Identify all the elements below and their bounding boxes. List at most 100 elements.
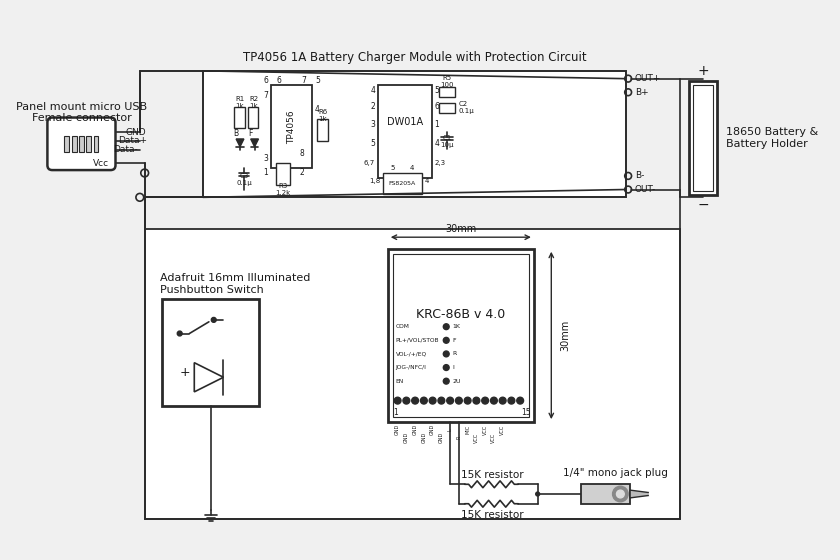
Bar bbox=[65, 136, 69, 152]
Bar bbox=[393, 254, 529, 417]
Circle shape bbox=[429, 397, 436, 404]
Text: 1K: 1K bbox=[452, 324, 460, 329]
Text: VCC: VCC bbox=[474, 432, 479, 442]
Circle shape bbox=[444, 324, 449, 330]
Bar bbox=[79, 136, 84, 152]
Text: 5: 5 bbox=[434, 86, 439, 95]
Text: +: + bbox=[697, 64, 709, 78]
Bar bbox=[378, 86, 432, 178]
Bar bbox=[203, 71, 626, 197]
Bar bbox=[388, 249, 533, 422]
Text: Data-: Data- bbox=[113, 145, 139, 154]
Text: GND: GND bbox=[422, 432, 427, 443]
Text: R5
100: R5 100 bbox=[440, 75, 454, 88]
Polygon shape bbox=[194, 363, 223, 392]
Text: 4: 4 bbox=[410, 165, 414, 171]
Text: R6
1k: R6 1k bbox=[318, 109, 328, 122]
Bar bbox=[317, 119, 328, 141]
Text: 6: 6 bbox=[434, 102, 439, 111]
Bar bbox=[271, 86, 312, 168]
Circle shape bbox=[212, 318, 216, 323]
Circle shape bbox=[394, 397, 401, 404]
Circle shape bbox=[508, 397, 515, 404]
Text: VCC: VCC bbox=[500, 424, 505, 435]
Text: 3: 3 bbox=[264, 154, 268, 163]
Text: 18650 Battery &
Battery Holder: 18650 Battery & Battery Holder bbox=[727, 127, 819, 149]
Text: 8: 8 bbox=[300, 149, 305, 158]
Circle shape bbox=[612, 486, 628, 502]
Circle shape bbox=[617, 490, 624, 498]
Text: 6: 6 bbox=[276, 76, 281, 85]
Text: 2: 2 bbox=[299, 169, 304, 178]
Text: F: F bbox=[249, 129, 253, 138]
Circle shape bbox=[455, 397, 462, 404]
Text: R: R bbox=[456, 436, 461, 439]
Text: 2,3: 2,3 bbox=[434, 160, 446, 166]
Bar bbox=[144, 230, 680, 519]
Bar bbox=[276, 164, 290, 185]
Bar bbox=[693, 86, 713, 190]
Text: DW01A: DW01A bbox=[387, 117, 423, 127]
Text: Pushbutton Switch: Pushbutton Switch bbox=[160, 284, 264, 295]
Text: R2
1k: R2 1k bbox=[249, 96, 258, 109]
Text: GND: GND bbox=[395, 424, 400, 436]
Circle shape bbox=[649, 489, 659, 499]
Circle shape bbox=[444, 351, 449, 357]
Text: OUT-: OUT- bbox=[635, 185, 656, 194]
Text: GND: GND bbox=[125, 128, 146, 137]
Text: −: − bbox=[697, 198, 709, 212]
Text: 5: 5 bbox=[391, 165, 395, 171]
Text: Vcc: Vcc bbox=[93, 159, 109, 168]
Text: 1: 1 bbox=[264, 169, 268, 178]
Bar bbox=[162, 300, 260, 407]
Circle shape bbox=[482, 397, 489, 404]
Polygon shape bbox=[236, 139, 244, 147]
Text: 1/4" mono jack plug: 1/4" mono jack plug bbox=[563, 468, 668, 478]
Bar bbox=[234, 107, 245, 128]
Text: 1: 1 bbox=[393, 408, 398, 417]
Text: B-: B- bbox=[635, 171, 644, 180]
Circle shape bbox=[412, 397, 418, 404]
Text: Data+: Data+ bbox=[118, 137, 147, 146]
Text: 15K resistor: 15K resistor bbox=[460, 469, 523, 479]
Text: OUT+: OUT+ bbox=[635, 74, 661, 83]
Text: C1
10µ: C1 10µ bbox=[440, 136, 454, 148]
Text: 15K resistor: 15K resistor bbox=[460, 510, 523, 520]
Text: 7: 7 bbox=[302, 76, 307, 85]
Text: JOG-/NFC/I: JOG-/NFC/I bbox=[396, 365, 427, 370]
Text: COM: COM bbox=[396, 324, 410, 329]
Bar bbox=[439, 87, 455, 97]
Text: GND: GND bbox=[404, 432, 409, 443]
Text: 3: 3 bbox=[370, 120, 375, 129]
Circle shape bbox=[444, 378, 449, 384]
Circle shape bbox=[403, 397, 410, 404]
Text: TP4056: TP4056 bbox=[287, 110, 296, 143]
Circle shape bbox=[447, 397, 454, 404]
Text: 4: 4 bbox=[370, 86, 375, 95]
FancyBboxPatch shape bbox=[47, 118, 115, 170]
Circle shape bbox=[177, 331, 182, 336]
Text: +: + bbox=[179, 366, 190, 379]
Circle shape bbox=[438, 397, 444, 404]
Text: FS8205A: FS8205A bbox=[389, 181, 416, 186]
Text: B: B bbox=[234, 129, 239, 138]
Bar bbox=[439, 103, 455, 113]
Text: 4: 4 bbox=[434, 139, 439, 148]
Polygon shape bbox=[630, 490, 653, 498]
Text: MIC: MIC bbox=[465, 425, 470, 435]
Text: GND: GND bbox=[438, 432, 444, 443]
Text: 15: 15 bbox=[521, 408, 531, 417]
Text: 1,8: 1,8 bbox=[369, 178, 380, 184]
Text: 7: 7 bbox=[264, 91, 268, 100]
Text: F: F bbox=[452, 338, 455, 343]
Text: 5: 5 bbox=[370, 139, 375, 148]
Text: Panel mount micro USB: Panel mount micro USB bbox=[16, 102, 147, 112]
Text: 6,7: 6,7 bbox=[364, 160, 375, 166]
Text: EN: EN bbox=[396, 379, 404, 384]
Circle shape bbox=[536, 492, 539, 496]
Circle shape bbox=[517, 397, 523, 404]
Text: 6: 6 bbox=[264, 76, 268, 85]
Bar bbox=[71, 136, 76, 152]
Bar bbox=[690, 81, 717, 195]
Text: I: I bbox=[452, 365, 454, 370]
